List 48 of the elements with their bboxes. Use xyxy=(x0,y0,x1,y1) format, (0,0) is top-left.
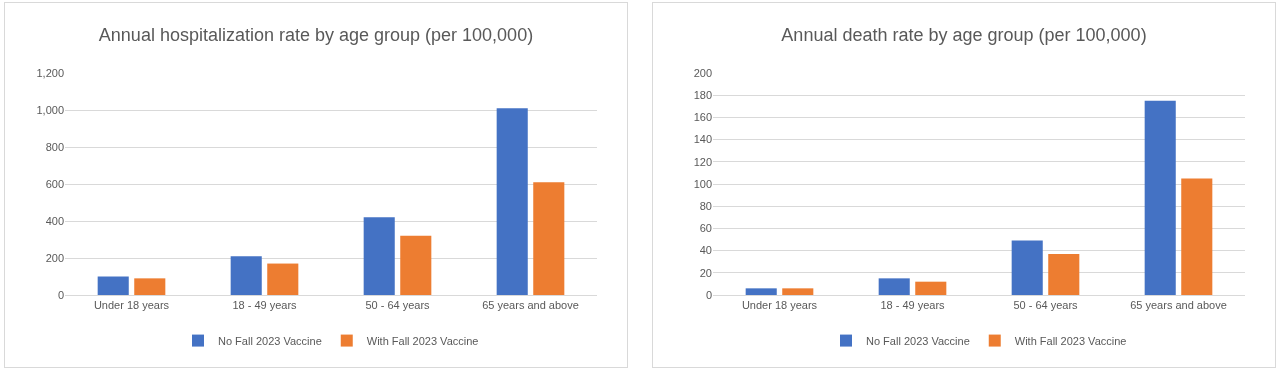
x-tick-label: 65 years and above xyxy=(482,299,579,312)
bar xyxy=(363,217,395,295)
legend-label: With Fall 2023 Vaccine xyxy=(366,334,479,347)
y-tick-label: 800 xyxy=(45,140,64,153)
bar xyxy=(496,108,528,295)
bar xyxy=(134,278,166,295)
y-tick-label: 400 xyxy=(45,214,64,227)
bar xyxy=(878,278,910,295)
legend-label: No Fall 2023 Vaccine xyxy=(866,334,970,347)
bar xyxy=(1011,240,1043,295)
y-tick-label: 1,200 xyxy=(36,66,64,79)
bar xyxy=(533,182,565,295)
x-tick-label: 18 - 49 years xyxy=(880,299,946,312)
bar xyxy=(915,281,947,295)
x-tick-label: 65 years and above xyxy=(1130,299,1227,312)
y-tick-label: 180 xyxy=(693,89,712,102)
x-tick-label: 18 - 49 years xyxy=(232,299,298,312)
bar xyxy=(97,276,129,295)
y-tick-label: 120 xyxy=(693,155,712,168)
bar xyxy=(230,256,262,295)
y-tick-label: 40 xyxy=(699,244,712,257)
y-tick-label: 140 xyxy=(693,133,712,146)
chart-title: Annual hospitalization rate by age group (per 100,000) xyxy=(98,25,534,46)
y-tick-label: 0 xyxy=(705,288,712,301)
bar xyxy=(1144,100,1176,295)
y-tick-label: 200 xyxy=(693,66,712,79)
legend-label: No Fall 2023 Vaccine xyxy=(218,334,322,347)
legend-label: With Fall 2023 Vaccine xyxy=(1014,334,1127,347)
y-tick-label: 160 xyxy=(693,111,712,124)
y-tick-label: 100 xyxy=(693,177,712,190)
bar xyxy=(267,263,299,295)
bar xyxy=(1048,253,1080,295)
chart-title: Annual death rate by age group (per 100,000) xyxy=(781,25,1147,46)
bar xyxy=(1181,178,1213,295)
y-tick-label: 600 xyxy=(45,177,64,190)
bar xyxy=(745,288,777,295)
y-tick-label: 60 xyxy=(699,222,712,235)
y-tick-label: 1,000 xyxy=(36,103,64,116)
x-tick-label: 50 - 64 years xyxy=(365,299,431,312)
x-tick-label: 50 - 64 years xyxy=(1013,299,1079,312)
x-tick-label: Under 18 years xyxy=(93,299,170,312)
y-tick-label: 20 xyxy=(699,266,712,279)
y-tick-label: 0 xyxy=(57,288,64,301)
bar xyxy=(782,288,814,295)
x-tick-label: Under 18 years xyxy=(741,299,818,312)
y-tick-label: 80 xyxy=(699,200,712,213)
bar xyxy=(400,235,432,295)
y-tick-label: 200 xyxy=(45,251,64,264)
